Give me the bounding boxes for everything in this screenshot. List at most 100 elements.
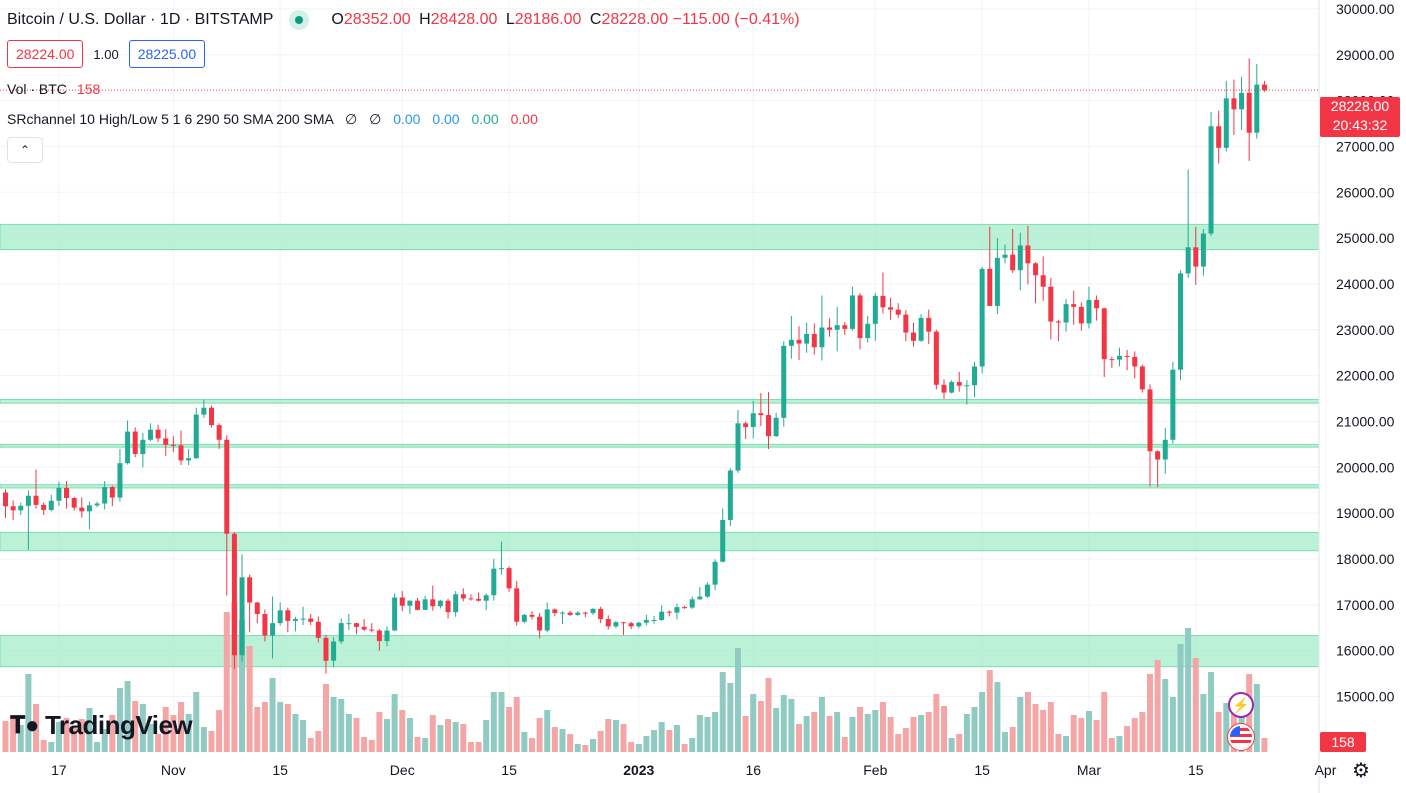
candle-body xyxy=(514,588,520,622)
volume-bar xyxy=(773,708,780,752)
volume-bar xyxy=(399,710,406,752)
volume-bar xyxy=(1108,738,1115,752)
market-status-icon[interactable] xyxy=(289,10,310,30)
lightning-icon[interactable]: ⚡ xyxy=(1228,692,1254,718)
candle xyxy=(1155,450,1161,488)
sr-zone xyxy=(0,484,1320,489)
volume-bar xyxy=(116,688,123,752)
sr-zone xyxy=(0,398,1320,404)
volume-bar xyxy=(1223,703,1230,752)
candle-body xyxy=(1116,355,1122,360)
volume-bar xyxy=(1215,712,1222,752)
volume-bar xyxy=(467,742,474,752)
collapse-legend-button[interactable]: ⌃ xyxy=(7,137,43,163)
candle-body xyxy=(361,626,367,630)
candle-body xyxy=(834,325,840,330)
candle xyxy=(933,329,939,390)
candle xyxy=(659,605,665,621)
candle xyxy=(201,399,207,418)
volume-bar xyxy=(925,712,932,752)
candle xyxy=(292,616,298,632)
volume-bar xyxy=(689,738,696,752)
candle-body xyxy=(926,317,932,332)
us-flag-icon[interactable] xyxy=(1228,724,1254,750)
candle xyxy=(506,566,512,592)
candle-body xyxy=(3,492,8,507)
gear-icon[interactable]: ⚙ xyxy=(1352,760,1370,782)
y-tick-label: 22000.00 xyxy=(1336,368,1395,384)
candle-body xyxy=(346,623,352,625)
candle xyxy=(567,610,573,616)
candle-body xyxy=(1101,308,1107,360)
volume-bar xyxy=(239,620,246,752)
candle-body xyxy=(590,608,596,614)
candle xyxy=(888,297,894,320)
volume-bar xyxy=(452,722,459,752)
ohlc-high: H28428.00 xyxy=(419,11,498,29)
candle xyxy=(918,314,924,342)
candle xyxy=(834,306,840,352)
candle-body xyxy=(857,295,863,339)
candle-body xyxy=(231,533,237,656)
candle-body xyxy=(956,382,962,386)
candle-body xyxy=(773,417,779,437)
y-tick-label: 23000.00 xyxy=(1336,322,1395,338)
x-tick-label: 15 xyxy=(974,762,990,778)
candle-body xyxy=(491,568,497,596)
symbol-legend[interactable]: Bitcoin / U.S. Dollar · 1D · BITSTAMP O28… xyxy=(7,10,800,30)
candle xyxy=(865,316,871,343)
volume-bar xyxy=(1017,697,1024,752)
candle-body xyxy=(48,500,54,510)
sell-price-button[interactable]: 28224.00 xyxy=(7,40,84,68)
candle-body xyxy=(544,609,550,631)
volume-bar xyxy=(1177,644,1184,752)
candle-body xyxy=(552,609,558,614)
candle xyxy=(1193,226,1199,285)
volume-bar xyxy=(1139,712,1146,752)
volume-bar xyxy=(33,704,40,752)
candle-body xyxy=(1185,247,1191,274)
candle xyxy=(682,605,688,609)
candle-body xyxy=(941,384,947,393)
candle-body xyxy=(666,611,672,613)
volume-bar xyxy=(734,648,741,752)
candle-body xyxy=(1193,247,1199,267)
volume-bar xyxy=(48,742,55,752)
candle-body xyxy=(201,407,207,415)
candle-body xyxy=(247,577,253,603)
candle xyxy=(941,379,947,400)
volume-bar xyxy=(25,674,32,752)
candle-body xyxy=(888,307,894,310)
candle-body xyxy=(315,621,321,638)
indicator-legend[interactable]: SRchannel 10 High/Low 5 1 6 290 50 SMA 2… xyxy=(7,111,538,128)
candle xyxy=(773,412,779,438)
candle xyxy=(277,602,283,626)
candle xyxy=(178,430,184,466)
candle xyxy=(605,615,611,630)
candle-body xyxy=(224,439,230,534)
candle xyxy=(552,608,558,617)
candle-body xyxy=(788,339,794,346)
candle-body xyxy=(415,600,421,610)
buy-price-button[interactable]: 28225.00 xyxy=(128,40,206,68)
volume-bar xyxy=(315,731,322,752)
candle-body xyxy=(1002,254,1008,258)
candle xyxy=(476,592,482,602)
candle xyxy=(1231,79,1237,135)
candle-body xyxy=(64,487,70,499)
candle xyxy=(1078,302,1084,331)
tradingview-logo[interactable]: 𝐓● TradingView xyxy=(10,710,193,741)
volume-bar xyxy=(727,683,734,752)
volume-bar xyxy=(147,724,154,752)
volume-bar xyxy=(322,684,329,752)
candle xyxy=(407,600,413,614)
candle-body xyxy=(735,423,741,471)
candle-body xyxy=(811,333,817,348)
volume-bar xyxy=(200,727,207,752)
candle xyxy=(437,599,443,609)
candle xyxy=(1040,256,1046,301)
candle-body xyxy=(643,619,649,623)
volume-legend[interactable]: Vol · BTC 158 xyxy=(7,81,100,97)
candle xyxy=(10,500,16,521)
